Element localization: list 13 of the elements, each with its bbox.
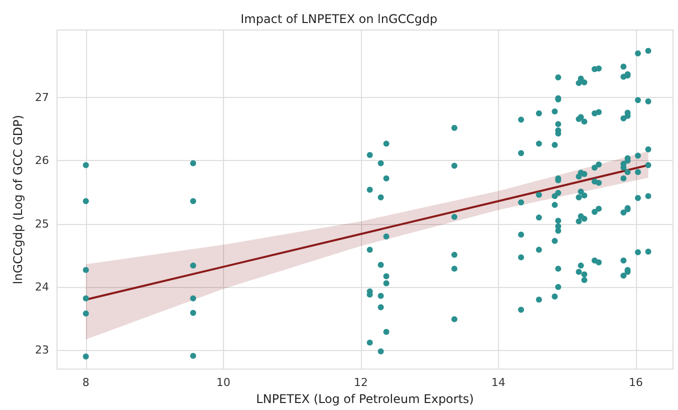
- x-tick-label: 14: [491, 376, 506, 390]
- x-tick-label: 10: [216, 376, 230, 390]
- x-tick-label: 12: [354, 376, 368, 390]
- y-tick-label: 23: [35, 344, 49, 357]
- x-tick-label: 8: [82, 376, 90, 390]
- y-tick-label: 26: [35, 154, 49, 168]
- y-tick-label: 27: [35, 91, 49, 104]
- chart-title: Impact of LNPETEX on lnGCCgdp: [240, 12, 438, 26]
- x-tick-label: 16: [628, 376, 643, 390]
- y-tick-label: 25: [35, 217, 49, 230]
- y-tick-label: 24: [35, 280, 49, 294]
- x-axis-title: LNPETEX (Log of Petroleum Exports): [256, 392, 474, 406]
- y-axis-title: lnGCCgdp (Log of GCC GDP): [11, 114, 26, 284]
